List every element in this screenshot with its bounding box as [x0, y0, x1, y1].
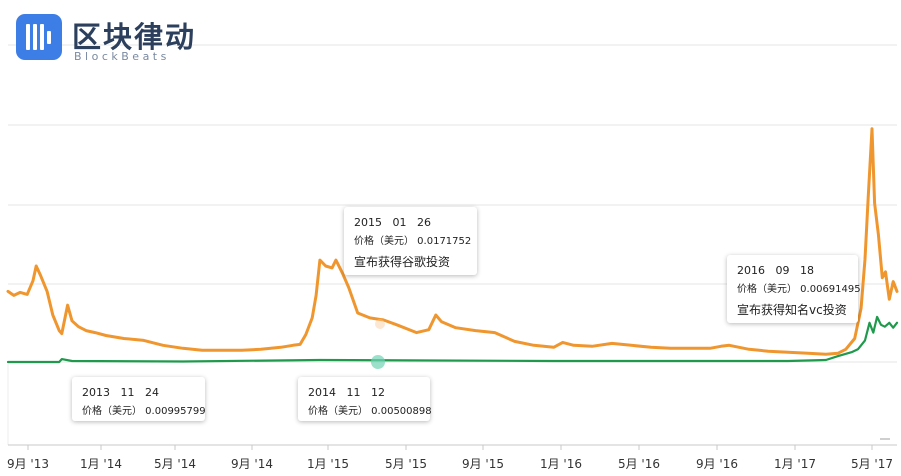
x-tick-label: 9月 '13 [6, 457, 50, 471]
tooltip-2014-11-12: 2014 11 12 价格（美元） 0.00500898 [298, 377, 432, 421]
tooltip-date: 2015 01 26 [354, 216, 431, 229]
x-tick-label: 1月 '14 [79, 457, 123, 471]
x-tick-label: 1月 '16 [539, 457, 583, 471]
logo-icon [16, 14, 62, 60]
tooltip-2015-01-26: 2015 01 26 价格（美元） 0.0171752 宣布获得谷歌投资 [344, 207, 477, 275]
x-axis [8, 444, 897, 450]
x-tick-label: 5月 '16 [617, 457, 661, 471]
tooltip-price: 价格（美元） 0.00995799 [82, 406, 206, 417]
blockbeats-logo: 区块律动 BlockBeats [16, 14, 216, 66]
hover-marker-glow [375, 319, 385, 329]
tooltip-note: 宣布获得谷歌投资 [354, 255, 451, 269]
logo-name: 区块律动 [72, 20, 197, 54]
hover-marker [371, 355, 385, 369]
tooltip-date: 2013 11 24 [82, 386, 159, 399]
x-tick-label: 5月 '17 [850, 457, 894, 471]
x-tick-label: 9月 '14 [230, 457, 274, 471]
series-lines [6, 127, 899, 364]
x-tick-label: 9月 '15 [461, 457, 505, 471]
tooltip-price: 价格（美元） 0.00691495 [737, 284, 861, 295]
x-tick-label: 5月 '15 [384, 457, 428, 471]
scroll-handle-icon [880, 438, 890, 440]
tooltip-date: 2016 09 18 [737, 264, 814, 277]
tooltip-price: 价格（美元） 0.0171752 [354, 236, 472, 247]
x-tick-label: 9月 '16 [695, 457, 739, 471]
x-tick-label: 5月 '14 [153, 457, 197, 471]
tooltip-note: 宣布获得知名vc投资 [737, 303, 847, 317]
series-line-1 [6, 315, 899, 364]
logo-subtitle: BlockBeats [74, 50, 170, 63]
tooltip-date: 2014 11 12 [308, 386, 385, 399]
x-tick-label: 1月 '15 [306, 457, 350, 471]
tooltip-2016-09-18: 2016 09 18 价格（美元） 0.00691495 宣布获得知名vc投资 [727, 255, 861, 323]
series-line-0 [6, 127, 899, 356]
annotation-marks [371, 319, 890, 440]
tooltip-price: 价格（美元） 0.00500898 [308, 406, 432, 417]
tooltip-2013-11-24: 2013 11 24 价格（美元） 0.00995799 [72, 377, 206, 421]
x-tick-label: 1月 '17 [773, 457, 817, 471]
